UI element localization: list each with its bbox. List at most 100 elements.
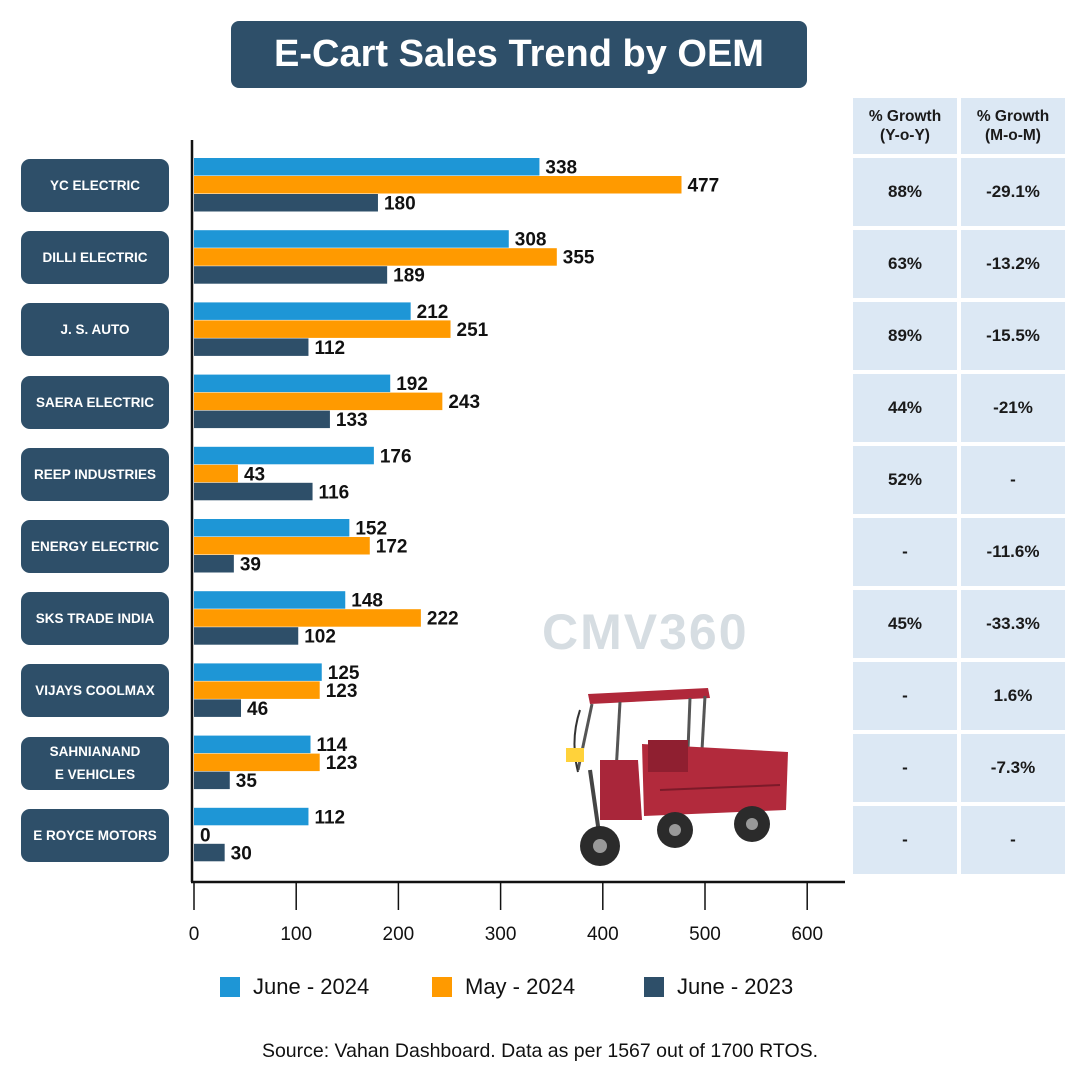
legend-label: June - 2023 xyxy=(677,974,794,999)
legend-swatch xyxy=(220,977,240,997)
bar xyxy=(194,843,225,862)
table-header: % Growth (M-o-M) xyxy=(961,98,1065,154)
x-tick-label: 100 xyxy=(280,924,312,945)
value-label: 46 xyxy=(247,699,268,720)
oem-label: SAERA ELECTRIC xyxy=(21,375,169,429)
oem-label: E ROYCE MOTORS xyxy=(21,808,169,862)
table-cell: -7.3% xyxy=(961,734,1065,802)
bar xyxy=(194,230,509,248)
legend-item: June - 2023 xyxy=(644,974,793,1000)
bar xyxy=(194,338,309,356)
bar xyxy=(194,482,313,501)
table-cell: 52% xyxy=(853,446,957,514)
bar xyxy=(194,194,378,212)
table-header: % Growth (Y-o-Y) xyxy=(853,98,957,154)
value-label: 338 xyxy=(545,158,577,179)
oem-label: DILLI ELECTRIC xyxy=(21,231,169,285)
legend-label: June - 2024 xyxy=(253,974,370,999)
table-cell: - xyxy=(961,446,1065,514)
table-cell: 44% xyxy=(853,374,957,442)
watermark: CMV360 xyxy=(542,604,749,660)
value-label: 116 xyxy=(319,482,350,503)
value-label: 180 xyxy=(384,194,416,215)
bar xyxy=(194,609,421,627)
bar xyxy=(194,735,311,754)
bar xyxy=(194,519,350,537)
oem-label: SAHNIANAND E VEHICLES xyxy=(21,736,169,790)
value-label: 152 xyxy=(355,519,387,540)
bar xyxy=(194,627,299,645)
value-label: 251 xyxy=(457,320,489,341)
table-cell: - xyxy=(853,806,957,874)
table-cell: 89% xyxy=(853,302,957,370)
bar xyxy=(194,464,238,483)
x-tick-label: 300 xyxy=(485,924,517,945)
bar xyxy=(194,771,230,790)
value-label: 355 xyxy=(563,248,595,269)
bar xyxy=(194,663,322,681)
x-tick-label: 600 xyxy=(791,924,823,945)
legend-item: May - 2024 xyxy=(432,974,575,1000)
bar xyxy=(194,753,320,772)
x-tick-label: 200 xyxy=(383,924,415,945)
value-label: 243 xyxy=(448,392,480,413)
x-tick-label: 400 xyxy=(587,924,619,945)
value-label: 125 xyxy=(328,663,360,684)
table-cell: -11.6% xyxy=(961,518,1065,586)
legend-swatch xyxy=(432,977,452,997)
legend-item: June - 2024 xyxy=(220,974,369,1000)
table-cell: 88% xyxy=(853,158,957,226)
value-label: 189 xyxy=(393,266,425,287)
value-label: 133 xyxy=(336,410,368,431)
bar xyxy=(194,158,540,176)
oem-label: J. S. AUTO xyxy=(21,303,169,357)
legend-swatch xyxy=(644,977,664,997)
value-label: 192 xyxy=(396,374,428,395)
value-label: 35 xyxy=(236,771,258,792)
bar xyxy=(194,374,391,393)
bar xyxy=(194,176,682,194)
bar xyxy=(194,591,346,609)
table-cell: - xyxy=(853,518,957,586)
x-tick-label: 500 xyxy=(689,924,721,945)
table-cell: -33.3% xyxy=(961,590,1065,658)
value-label: 39 xyxy=(240,555,261,576)
table-cell: 1.6% xyxy=(961,662,1065,730)
oem-label: SKS TRADE INDIA xyxy=(21,592,169,646)
table-cell: 63% xyxy=(853,230,957,298)
bar xyxy=(194,392,443,411)
bar xyxy=(194,266,388,284)
value-label: 112 xyxy=(314,807,345,828)
legend-label: May - 2024 xyxy=(465,974,576,999)
oem-label: REEP INDUSTRIES xyxy=(21,447,169,501)
value-label: 148 xyxy=(351,591,383,612)
value-label: 123 xyxy=(326,681,358,702)
table-cell: - xyxy=(961,806,1065,874)
oem-label: YC ELECTRIC xyxy=(21,159,169,212)
bar xyxy=(194,302,411,320)
value-label: 102 xyxy=(304,627,336,648)
value-label: 114 xyxy=(317,735,348,756)
bar xyxy=(194,807,309,826)
table-cell: - xyxy=(853,662,957,730)
bar xyxy=(194,555,234,573)
value-label: 222 xyxy=(427,609,459,630)
table-cell: -21% xyxy=(961,374,1065,442)
value-label: 43 xyxy=(244,464,265,485)
value-label: 308 xyxy=(515,230,547,251)
bar xyxy=(194,681,320,699)
table-cell: 45% xyxy=(853,590,957,658)
bar xyxy=(194,320,451,338)
value-label: 30 xyxy=(231,843,252,864)
table-cell: -29.1% xyxy=(961,158,1065,226)
value-label: 123 xyxy=(326,753,358,774)
source-note: Source: Vahan Dashboard. Data as per 156… xyxy=(261,1040,819,1062)
bar xyxy=(194,410,330,429)
value-label: 212 xyxy=(417,302,449,323)
bar xyxy=(194,446,374,465)
chart-title: E-Cart Sales Trend by OEM xyxy=(231,21,807,88)
oem-label: ENERGY ELECTRIC xyxy=(21,520,169,573)
bar xyxy=(194,699,242,717)
value-label: 176 xyxy=(380,446,412,467)
